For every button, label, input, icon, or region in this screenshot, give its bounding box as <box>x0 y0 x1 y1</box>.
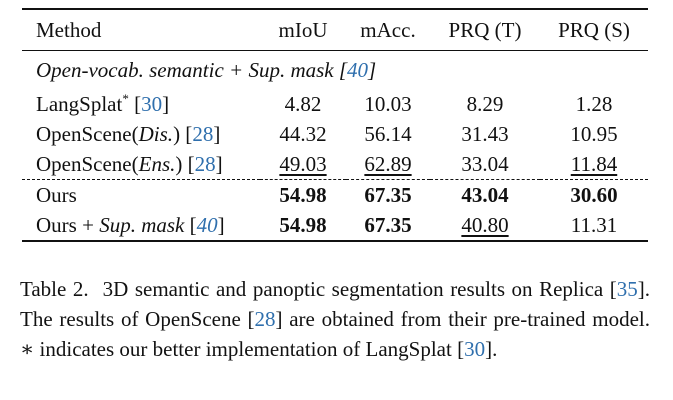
cell-miou: 4.82 <box>260 89 346 119</box>
table-row: Ours 54.98 67.35 43.04 30.60 <box>22 179 648 210</box>
cell-value: 67.35 <box>364 213 412 237</box>
method-ref: 28 <box>192 122 214 146</box>
cell-prq-s: 11.84 <box>540 149 648 180</box>
caption-text-1: 3D semantic and panoptic segmentation re… <box>102 277 617 301</box>
group-header-row: Open-vocab. semantic + Sup. mask [40] <box>22 51 648 90</box>
cell-prq-t: 8.29 <box>430 89 540 119</box>
cell-value: 56.14 <box>364 122 412 146</box>
method-name: OpenScene( <box>36 122 139 146</box>
cell-macc: 67.35 <box>346 210 430 241</box>
method-name: Ours <box>36 183 77 207</box>
cell-prq-t: 40.80 <box>430 210 540 241</box>
cell-prq-t: 33.04 <box>430 149 540 180</box>
cell-miou: 44.32 <box>260 119 346 149</box>
header-prq-s: PRQ (S) <box>558 18 630 42</box>
table-body: LangSplat* [30] 4.82 10.03 8.29 1.28 OpenScen… <box>22 89 648 241</box>
cell-miou: 49.03 <box>260 149 346 180</box>
cell-miou: 54.98 <box>260 179 346 210</box>
cell-macc: 10.03 <box>346 89 430 119</box>
caption-text-4: ]. <box>485 337 498 361</box>
caption-ref-2: 28 <box>254 307 276 331</box>
cell-prq-s: 10.95 <box>540 119 648 149</box>
method-ref: 28 <box>194 152 216 176</box>
caption-text-2: ]. The results of OpenScene [ <box>20 277 650 331</box>
cell-value: 4.82 <box>284 92 322 116</box>
method-name: OpenScene( <box>36 152 139 176</box>
method-name: Ours + <box>36 213 100 237</box>
method-name-variant: Sup. mask <box>99 213 185 237</box>
cell-value: 11.31 <box>570 213 618 237</box>
method-cell: LangSplat* [30] <box>36 91 170 116</box>
cell-macc: 56.14 <box>346 119 430 149</box>
table-row: Ours + Sup. mask [40] 54.98 67.35 40.80 11.3… <box>22 210 648 241</box>
cell-value: 31.43 <box>461 122 509 146</box>
cell-value: 1.28 <box>575 92 613 116</box>
cell-value: 54.98 <box>279 213 327 237</box>
cell-value: 8.29 <box>466 92 504 116</box>
cell-value: 62.89 <box>364 152 412 176</box>
cell-value: 11.84 <box>570 152 618 176</box>
cell-value: 10.03 <box>364 92 412 116</box>
cell-prq-s: 30.60 <box>540 179 648 210</box>
group-label-ref: 40 <box>347 58 369 82</box>
cell-prq-s: 1.28 <box>540 89 648 119</box>
method-name-variant: Dis. <box>138 122 174 146</box>
method-name-superscript: * <box>122 91 129 106</box>
caption-label: Table 2. <box>20 277 89 301</box>
group-label: Open-vocab. semantic + Sup. mask [40] <box>22 51 648 90</box>
caption-ref-3: 30 <box>464 337 486 361</box>
cell-prq-t: 31.43 <box>430 119 540 149</box>
group-label-suffix: ] <box>368 58 377 82</box>
cell-value: 54.98 <box>279 183 327 207</box>
cell-value: 43.04 <box>461 183 509 207</box>
method-ref: 30 <box>141 92 163 116</box>
caption-text-3: ] are obtained from their pre-trained mo… <box>20 307 650 361</box>
table-row: OpenScene(Ens.) [28] 49.03 62.89 33.04 11.84 <box>22 149 648 180</box>
results-table: Method mIoU mAcc. PRQ (T) PRQ (S) Open-v… <box>22 8 648 242</box>
method-cell: Ours <box>22 179 260 210</box>
table-caption: Table 2. 3D semantic and panoptic segment… <box>20 274 650 364</box>
method-cell: OpenScene(Dis.) [28] <box>36 122 221 146</box>
method-name: LangSplat <box>36 92 123 116</box>
method-cell: OpenScene(Ens.) [28] <box>36 152 223 176</box>
header-method: Method <box>36 18 102 42</box>
cell-value: 30.60 <box>570 183 618 207</box>
table-row: OpenScene(Dis.) [28] 44.32 56.14 31.43 10.95 <box>22 119 648 149</box>
cell-macc: 62.89 <box>346 149 430 180</box>
cell-value: 40.80 <box>461 213 509 237</box>
method-name-variant: Ens. <box>138 152 176 176</box>
header-prq-t: PRQ (T) <box>448 18 522 42</box>
caption-ref-1: 35 <box>616 277 638 301</box>
cell-prq-t: 43.04 <box>430 179 540 210</box>
cell-value: 49.03 <box>279 152 327 176</box>
method-cell: Ours + Sup. mask [40] <box>36 213 225 237</box>
cell-macc: 67.35 <box>346 179 430 210</box>
table-header-row: Method mIoU mAcc. PRQ (T) PRQ (S) <box>22 9 648 51</box>
cell-prq-s: 11.31 <box>540 210 648 241</box>
table-row: LangSplat* [30] 4.82 10.03 8.29 1.28 <box>22 89 648 119</box>
cell-value: 44.32 <box>279 122 327 146</box>
header-miou: mIoU <box>278 18 328 42</box>
cell-miou: 54.98 <box>260 210 346 241</box>
results-table-container: Method mIoU mAcc. PRQ (T) PRQ (S) Open-v… <box>22 8 648 242</box>
method-ref: 40 <box>196 213 218 237</box>
cell-value: 67.35 <box>364 183 412 207</box>
header-macc: mAcc. <box>360 18 416 42</box>
cell-value: 33.04 <box>461 152 509 176</box>
group-label-prefix: Open-vocab. semantic + Sup. mask [ <box>36 58 348 82</box>
cell-value: 10.95 <box>570 122 618 146</box>
